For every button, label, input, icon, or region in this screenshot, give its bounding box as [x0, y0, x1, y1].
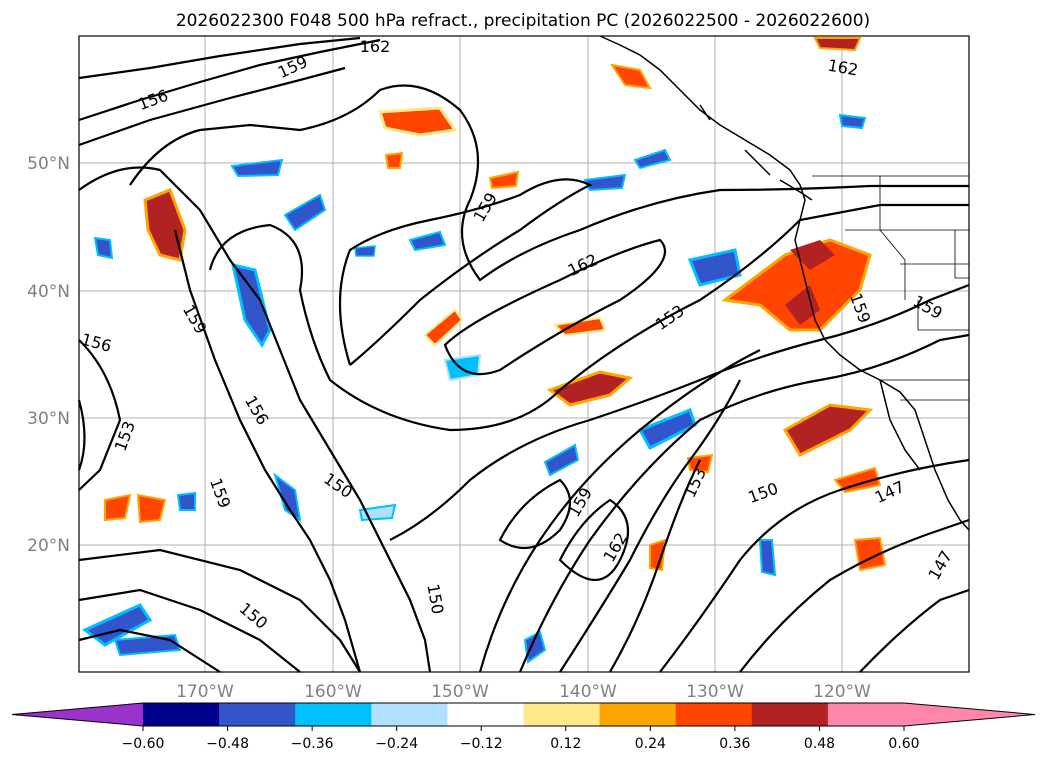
- colorbar-tick-label: −0.36: [291, 736, 334, 752]
- refractivity-contours: [77, 36, 970, 673]
- colorbar-extend-high: [904, 703, 1035, 726]
- colorbar-segment: [447, 703, 524, 726]
- lat-label-50n: 50°N: [27, 154, 70, 174]
- lon-label-130w: 130°W: [686, 682, 744, 702]
- lon-label-140w: 140°W: [559, 682, 617, 702]
- colorbar-segment: [219, 703, 296, 726]
- colorbar-segment: [599, 703, 677, 726]
- colorbar-extend-low: [12, 703, 143, 726]
- map-title: 2026022300 F048 500 hPa refract., precip…: [176, 11, 870, 31]
- colorbar-tick-label: 0.24: [635, 736, 666, 752]
- colorbar-segment: [523, 703, 601, 726]
- colorbar-tick-label: −0.60: [122, 736, 165, 752]
- lon-label-160w: 160°W: [304, 682, 362, 702]
- colorbar-tick-label: 0.48: [804, 736, 835, 752]
- gridlines: [79, 36, 969, 672]
- colorbar-segment: [827, 703, 905, 726]
- colorbar-tick-label: −0.48: [206, 736, 249, 752]
- colorbar-tick-label: 0.36: [719, 736, 750, 752]
- colorbar-segment: [675, 703, 753, 726]
- lat-label-40n: 40°N: [27, 282, 70, 302]
- colorbar-segment: [295, 703, 372, 726]
- map-panel: 162 159 156 162 159 162 153 159 156 159 …: [77, 35, 970, 673]
- lon-label-150w: 150°W: [431, 682, 489, 702]
- colorbar-segment: [751, 703, 829, 726]
- latitude-labels: 50°N 40°N 30°N 20°N: [27, 154, 70, 556]
- coastlines: [599, 35, 970, 531]
- lat-label-30n: 30°N: [27, 409, 70, 429]
- colorbar-tick-label: −0.24: [375, 736, 418, 752]
- colorbar-tick-label: −0.12: [460, 736, 503, 752]
- colorbar-tick-label: 0.60: [888, 736, 919, 752]
- map-frame: [78, 35, 970, 673]
- colorbar-segment: [371, 703, 448, 726]
- colorbar-tick-label: 0.12: [550, 736, 581, 752]
- lon-label-120w: 120°W: [813, 682, 871, 702]
- contour-label: 162: [360, 37, 391, 56]
- longitude-labels: 170°W 160°W 150°W 140°W 130°W 120°W: [176, 682, 871, 702]
- colorbar: −0.60 −0.48 −0.36 −0.24 −0.12 0.12 0.24 0.36 0.4…: [11, 702, 1036, 752]
- lon-label-170w: 170°W: [176, 682, 234, 702]
- borders: [812, 175, 969, 401]
- colorbar-segment: [143, 703, 220, 726]
- lat-label-20n: 20°N: [27, 536, 70, 556]
